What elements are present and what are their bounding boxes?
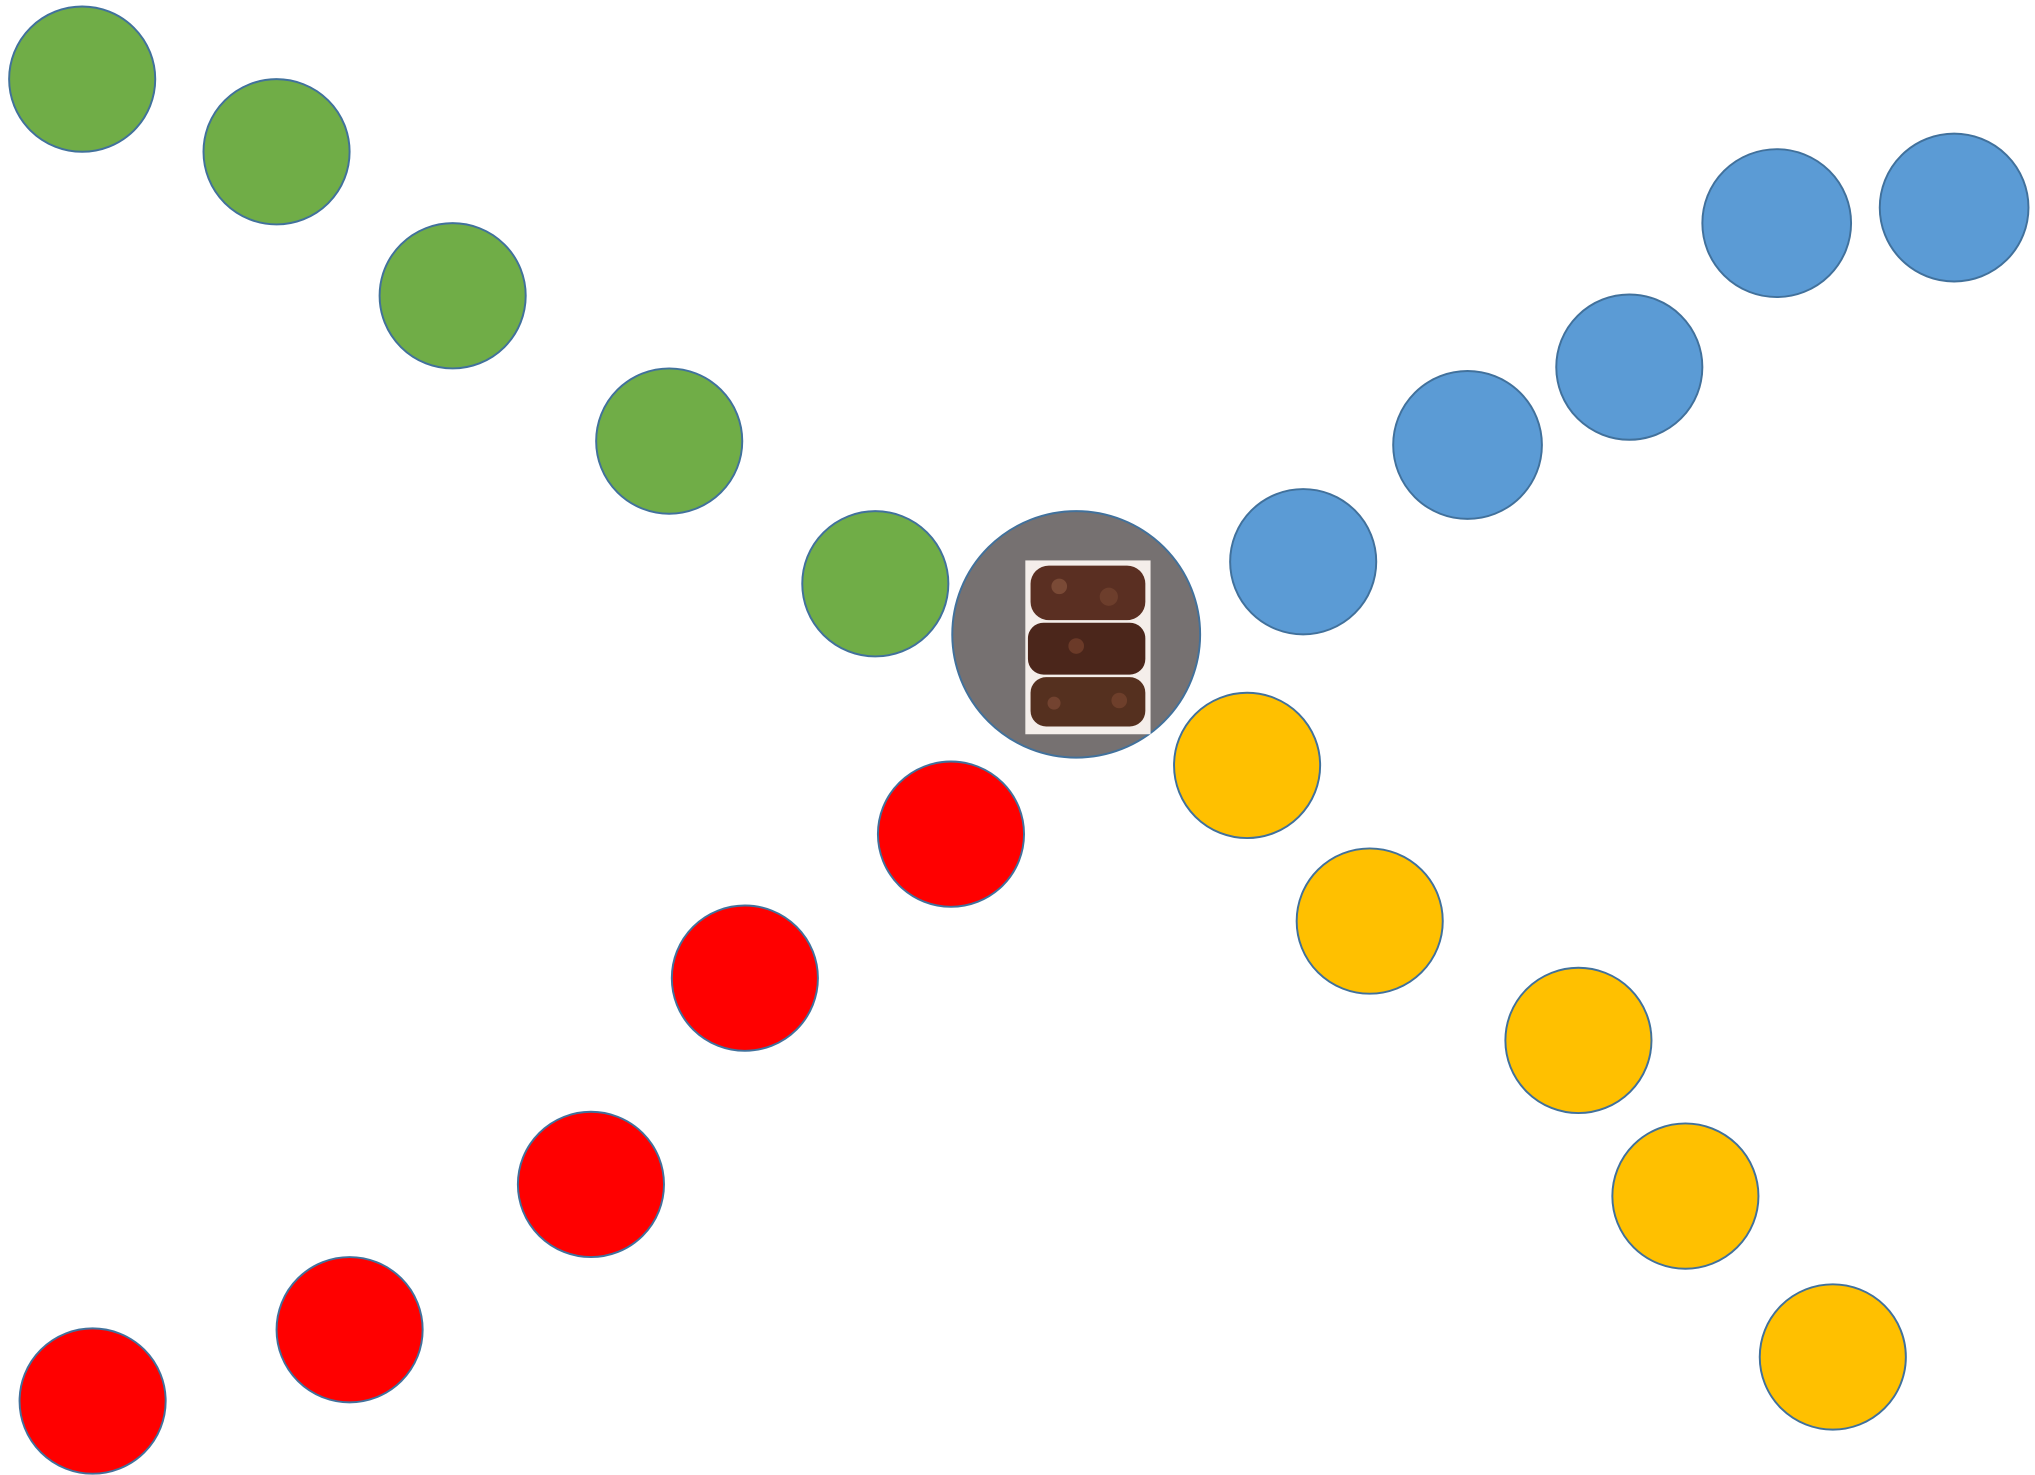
brownie-texture	[1111, 693, 1127, 709]
brownie-texture	[1048, 697, 1061, 710]
red-dot	[672, 905, 818, 1050]
brownie-layer	[1028, 623, 1145, 675]
red-dots	[20, 761, 1024, 1473]
green-dot	[596, 368, 742, 513]
red-dot	[277, 1257, 423, 1402]
green-dots	[9, 6, 948, 656]
brownie-texture	[1051, 579, 1067, 595]
blue-dot	[1230, 489, 1376, 634]
red-dot	[20, 1328, 166, 1473]
green-dot	[380, 223, 526, 368]
blue-dots	[1230, 134, 2028, 635]
diagram	[0, 0, 2035, 1475]
yellow-dot	[1174, 693, 1320, 838]
yellow-dot	[1612, 1123, 1758, 1268]
page: (() => { const data = JSON.parse(documen…	[0, 0, 2035, 1475]
center-hub	[952, 511, 1200, 757]
yellow-dot	[1297, 848, 1443, 993]
blue-dot	[1556, 294, 1702, 439]
red-dot	[518, 1112, 664, 1257]
red-dot	[878, 761, 1024, 906]
blue-dot	[1393, 371, 1542, 519]
brownie-layer	[1031, 566, 1146, 620]
blue-dot	[1702, 149, 1851, 297]
green-dot	[9, 6, 155, 151]
green-dot	[802, 511, 948, 656]
brownie-texture	[1100, 588, 1118, 606]
brownie-texture	[1068, 638, 1084, 654]
green-dot	[204, 79, 350, 224]
yellow-dot	[1505, 968, 1651, 1113]
blue-dot	[1880, 134, 2029, 282]
yellow-dots	[1174, 693, 1906, 1430]
brownie-image	[1025, 560, 1150, 734]
yellow-dot	[1760, 1284, 1906, 1429]
